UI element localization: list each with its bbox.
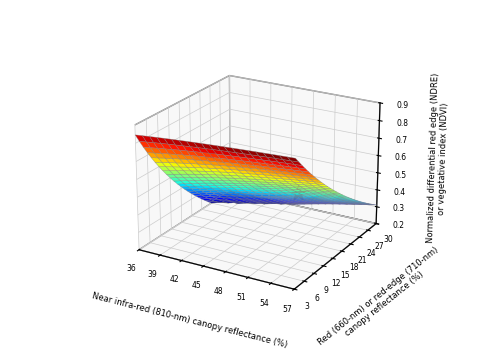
Y-axis label: Red (660-nm) or red-edge (710-nm)
canopy reflectance (%): Red (660-nm) or red-edge (710-nm) canopy…	[316, 245, 446, 355]
X-axis label: Near infra-red (810-nm) canopy reflectance (%): Near infra-red (810-nm) canopy reflectan…	[90, 291, 288, 349]
